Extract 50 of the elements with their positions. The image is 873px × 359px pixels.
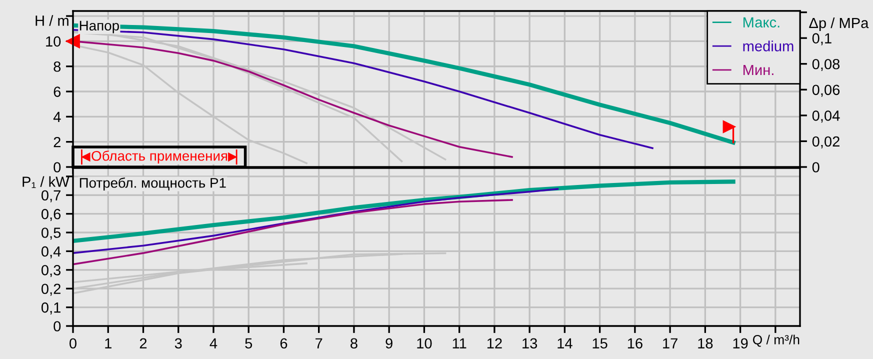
y-tick-label: 4 (53, 112, 61, 122)
x-tick-label: 1 (105, 338, 112, 348)
legend-label: Макс. (744, 17, 780, 28)
y-tick-label: 0,3 (41, 265, 61, 278)
y2-tick-label: 0,06 (812, 84, 840, 97)
y-tick-label: 8 (54, 61, 61, 72)
y2-tick-label: 0 (812, 162, 820, 172)
y-tick-label: 10 (46, 36, 61, 47)
x-tick-label: 2 (140, 338, 147, 348)
x-tick-label: 3 (174, 338, 182, 349)
legend-label: medium (743, 40, 794, 52)
y-tick-label: 0,1 (41, 302, 60, 314)
x-tick-label: 12 (487, 338, 502, 348)
x-tick-label: 9 (386, 338, 392, 349)
y-axis-title: H / m (36, 15, 68, 26)
x-tick-label: 8 (350, 338, 358, 349)
x-tick-label: 5 (245, 338, 252, 349)
y2-tick-label: 0,1 (812, 33, 832, 46)
legend-label: Мин. (744, 64, 774, 76)
x-tick-label: 17 (663, 338, 678, 348)
y-tick-label: 0,5 (41, 228, 61, 240)
y-tick-label: 0,4 (41, 246, 61, 258)
x-tick-label: 10 (417, 338, 432, 349)
x-tick-label: 4 (210, 338, 218, 348)
y2-tick-label: 0,04 (812, 110, 840, 123)
y2-tick-label: 0,08 (812, 58, 840, 72)
x-tick-label: 18 (698, 338, 713, 349)
x-tick-label: 0 (70, 338, 76, 349)
y-tick-label: 0,6 (41, 208, 61, 221)
x-tick-label: 15 (592, 338, 608, 349)
x-axis-title: Q / m³/h (752, 334, 800, 347)
x-tick-label: 6 (280, 338, 288, 349)
y-tick-label: 0,2 (41, 284, 60, 296)
annotation: Область применения (92, 150, 228, 164)
y-tick-label: 0,7 (41, 190, 60, 202)
x-tick-label: 13 (522, 338, 538, 349)
y-tick-label: 6 (54, 86, 61, 97)
y-tick-label: 0 (54, 321, 61, 332)
y-axis-title: P₁ / kW (22, 176, 70, 188)
y2-tick-label: 0,02 (812, 136, 840, 148)
text: Напор (80, 20, 119, 34)
y-tick-label: 2 (54, 136, 60, 148)
y-tick-label: 0 (54, 162, 61, 172)
x-tick-label: 7 (316, 338, 322, 348)
x-tick-label: 14 (558, 338, 572, 348)
x-tick-label: 11 (452, 338, 466, 348)
x-tick-label: 19 (733, 338, 748, 349)
x-tick-label: 16 (628, 338, 642, 349)
y2-axis-title: Δp / MPa (809, 17, 869, 32)
text: Потребл. мощность P1 (80, 177, 226, 191)
